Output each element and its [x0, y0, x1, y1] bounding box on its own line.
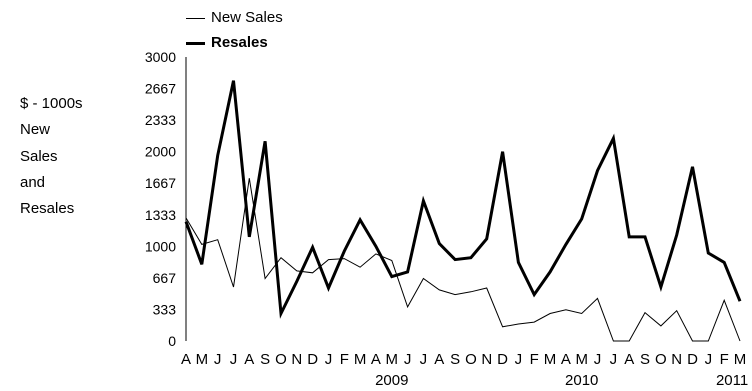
x-tick-label: F	[530, 351, 539, 368]
x-tick-label: N	[291, 351, 302, 368]
series-line-new-sales	[185, 178, 741, 342]
x-tick-label: J	[325, 351, 333, 368]
y-axis-title-line: and	[20, 174, 46, 191]
legend-swatch-resales	[186, 41, 205, 45]
x-tick-label: J	[230, 351, 238, 368]
x-tick-label: M	[734, 351, 747, 368]
x-tick-label: J	[594, 351, 602, 368]
x-tick-label: D	[687, 351, 698, 368]
x-tick-label: M	[386, 351, 399, 368]
y-tick-label: 0	[168, 333, 176, 349]
x-tick-label: J	[420, 351, 428, 368]
legend-swatch-new-sales	[186, 17, 205, 19]
x-tick-label: A	[371, 351, 381, 368]
x-tick-label: A	[181, 351, 191, 368]
x-year-label: 2011	[716, 372, 748, 389]
x-tick-label: S	[260, 351, 270, 368]
x-tick-label: N	[671, 351, 682, 368]
x-tick-label: J	[404, 351, 412, 368]
y-tick-label: 2000	[145, 144, 176, 160]
series-line-resales	[184, 80, 742, 319]
y-axis-title-line: $ - 1000s	[20, 95, 83, 112]
y-tick-label: 1667	[145, 175, 176, 191]
x-tick-label: M	[196, 351, 209, 368]
y-tick-label: 667	[153, 270, 177, 286]
y-tick-label: 1000	[145, 238, 176, 254]
x-tick-label: J	[214, 351, 222, 368]
x-tick-label: O	[465, 351, 477, 368]
x-tick-label: A	[561, 351, 571, 368]
x-year-label: 2010	[565, 372, 598, 389]
y-tick-label: 2667	[145, 81, 176, 97]
x-year-label: 2009	[375, 372, 408, 389]
legend-item-resales: Resales	[186, 35, 268, 50]
x-tick-label: M	[575, 351, 588, 368]
y-axis-title-line: Resales	[20, 200, 75, 217]
x-tick-label: D	[307, 351, 318, 368]
x-tick-label: A	[434, 351, 444, 368]
x-tick-label: S	[450, 351, 460, 368]
x-tick-label: O	[275, 351, 287, 368]
x-tick-label: J	[515, 351, 523, 368]
x-tick-label: A	[244, 351, 254, 368]
x-tick-label: F	[720, 351, 729, 368]
y-tick-label: 3000	[145, 49, 176, 65]
x-tick-label: F	[340, 351, 349, 368]
x-tick-label: M	[544, 351, 557, 368]
y-tick-label: 333	[153, 301, 177, 317]
x-tick-label: D	[497, 351, 508, 368]
y-tick-label: 1333	[145, 207, 176, 223]
y-tick-label: 2333	[145, 112, 176, 128]
y-axis-title-line: Sales	[20, 148, 58, 165]
x-tick-label: J	[610, 351, 618, 368]
y-axis-title-line: New	[20, 121, 51, 138]
legend-item-new-sales: New Sales	[186, 10, 283, 25]
x-tick-label: S	[640, 351, 650, 368]
x-tick-label: J	[705, 351, 713, 368]
x-tick-label: O	[655, 351, 667, 368]
x-tick-label: M	[354, 351, 367, 368]
x-tick-label: N	[481, 351, 492, 368]
x-tick-label: A	[624, 351, 634, 368]
legend-label-new-sales: New Sales	[211, 9, 283, 26]
legend-label-resales: Resales	[211, 34, 268, 51]
